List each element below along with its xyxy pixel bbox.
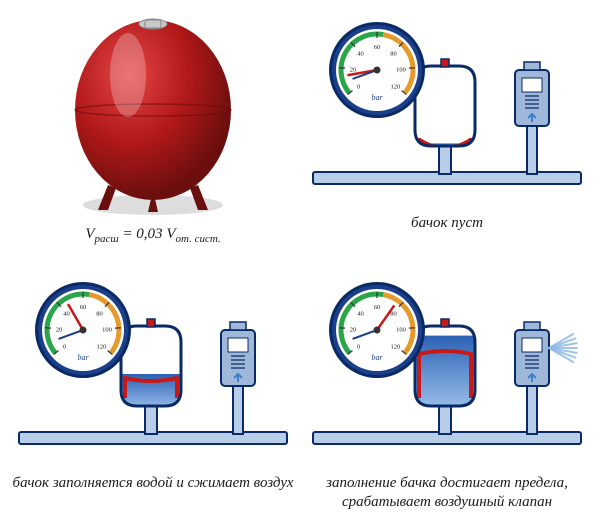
svg-text:bar: bar <box>77 353 89 362</box>
svg-text:bar: bar <box>371 93 383 102</box>
panel-tank-photo: Vрасш = 0,03 Vот. сист. <box>10 10 296 262</box>
svg-text:60: 60 <box>80 304 87 311</box>
svg-text:bar: bar <box>371 353 383 362</box>
svg-text:20: 20 <box>350 327 357 334</box>
svg-text:40: 40 <box>63 311 69 318</box>
svg-text:120: 120 <box>391 343 401 350</box>
svg-text:80: 80 <box>96 311 103 318</box>
panel-state-full: 020406080100120bar заполнение бачка дост… <box>304 270 590 522</box>
svg-text:80: 80 <box>390 51 397 58</box>
caption-filling: бачок заполняется водой и сжимает воздух <box>13 474 294 493</box>
svg-text:100: 100 <box>396 67 406 74</box>
diagram-filling: 0 20 40 60 80 100 120 bar <box>13 270 293 470</box>
svg-text:0: 0 <box>357 343 360 350</box>
formula: Vрасш = 0,03 Vот. сист. <box>85 226 220 245</box>
svg-text:40: 40 <box>357 51 364 58</box>
svg-text:120: 120 <box>97 343 107 350</box>
panel-state-filling: 0 20 40 60 80 100 120 bar бачок заполняется вод… <box>10 270 296 522</box>
caption-full: заполнение бачка достигает предела, сраб… <box>304 474 590 512</box>
diagram-full: 020406080100120bar <box>307 270 587 470</box>
svg-text:120: 120 <box>391 83 401 90</box>
svg-text:40: 40 <box>357 311 364 318</box>
svg-text:100: 100 <box>102 327 112 334</box>
svg-text:0: 0 <box>357 83 360 90</box>
tank-photo-illustration <box>33 10 273 220</box>
svg-text:0: 0 <box>63 343 66 350</box>
svg-text:60: 60 <box>374 304 381 311</box>
panel-state-empty: 020406080100120bar бачок пуст <box>304 10 590 262</box>
svg-text:20: 20 <box>56 327 63 334</box>
svg-text:60: 60 <box>374 44 381 51</box>
diagram-empty: 020406080100120bar <box>307 10 587 210</box>
caption-empty: бачок пуст <box>411 214 483 233</box>
svg-text:100: 100 <box>396 327 406 334</box>
